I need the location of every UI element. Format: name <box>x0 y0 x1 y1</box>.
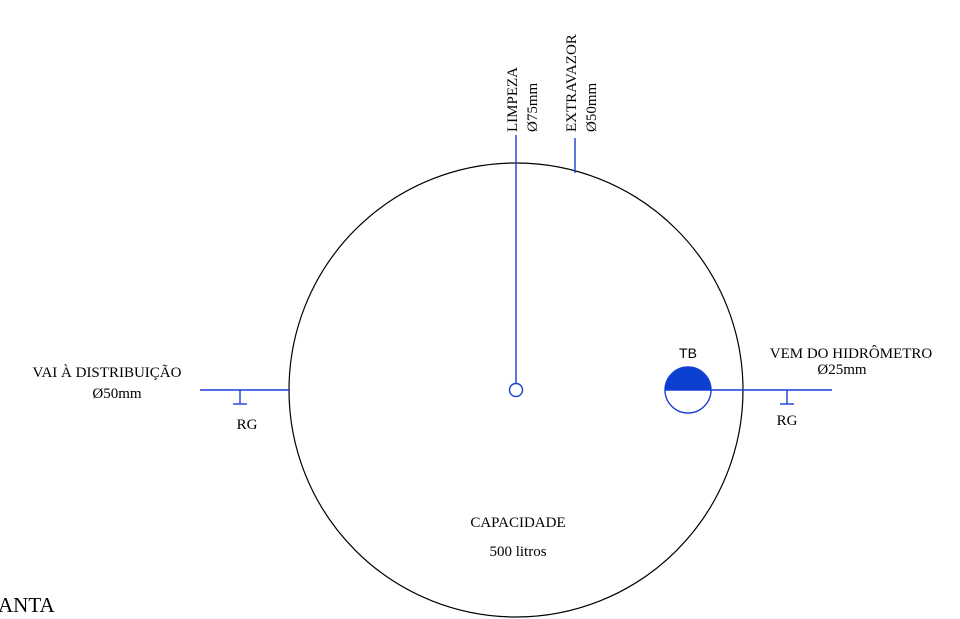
limpeza-drain <box>508 382 524 398</box>
distribuicao-label: VAI À DISTRIBUIÇÃO <box>33 364 182 381</box>
distribuicao-valve-label: RG <box>237 417 258 433</box>
distribuicao-diameter: Ø50mm <box>92 386 142 402</box>
hidrometro-valve-label: RG <box>777 413 798 429</box>
limpeza-label: LIMPEZA <box>505 67 521 132</box>
extravazor-label: EXTRAVAZOR <box>564 34 580 132</box>
hidrometro-label: VEM DO HIDRÔMETRO <box>770 345 933 362</box>
float-valve-icon <box>664 366 712 414</box>
hidrometro-diameter: Ø25mm <box>817 362 867 378</box>
view-label: ANTA <box>0 593 55 617</box>
float-valve-label: TB <box>679 345 697 361</box>
extravazor-diameter: Ø50mm <box>584 83 600 133</box>
limpeza-diameter: Ø75mm <box>525 83 541 133</box>
capacity-value: 500 litros <box>489 544 546 560</box>
capacity-label: CAPACIDADE <box>470 515 565 531</box>
